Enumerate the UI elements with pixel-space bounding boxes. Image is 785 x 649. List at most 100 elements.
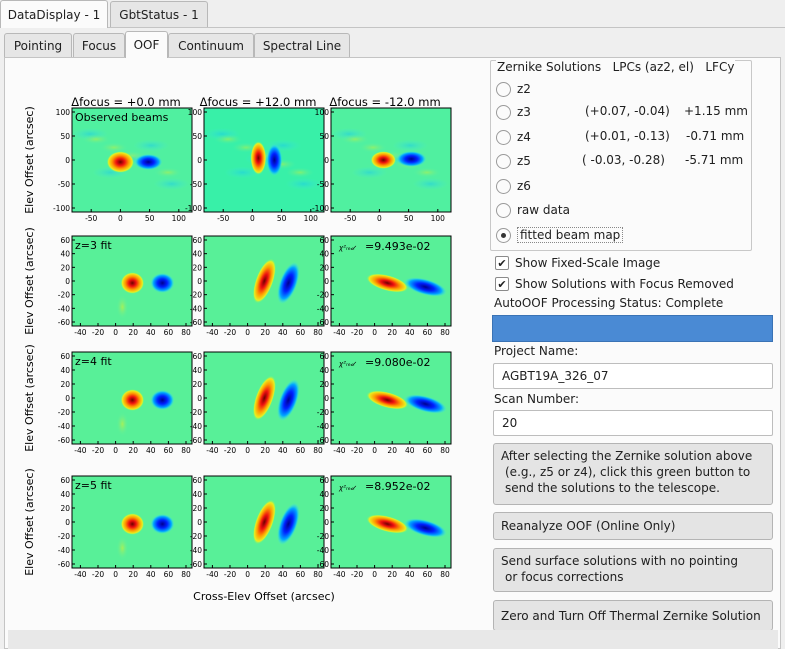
ytick-label-r2c2-0: 60 bbox=[319, 352, 329, 361]
xtick-label-r1c1-2: 0 bbox=[245, 328, 250, 337]
zernike-option-z4[interactable]: z4 bbox=[496, 127, 531, 147]
ytick-label-r3c0-4: -20 bbox=[58, 532, 70, 541]
zernike-header: Zernike Solutions LPCs (az2, el) LFCy bbox=[496, 60, 736, 74]
fixed-scale-checkbox-row[interactable]: ✔ Show Fixed-Scale Image bbox=[495, 254, 660, 272]
beam-red-r2c0 bbox=[120, 389, 145, 411]
z3-radio[interactable] bbox=[496, 104, 511, 120]
ytick-label-r2c2-4: -20 bbox=[317, 408, 329, 417]
xtick-label-r1c0-2: 0 bbox=[113, 328, 118, 337]
z2-label: z2 bbox=[517, 82, 531, 96]
xtick-label-r2c0-5: 60 bbox=[164, 446, 174, 455]
surface-line1: Send surface solutions with no pointing bbox=[501, 554, 738, 568]
ytick-label-r1c2-2: 20 bbox=[319, 263, 329, 272]
send-solutions-button[interactable]: After selecting the Zernike solution abo… bbox=[493, 443, 773, 505]
top-divider bbox=[0, 27, 785, 28]
column-title-1: Δfocus = +12.0 mm bbox=[200, 96, 317, 109]
fitted-beam-map-radio[interactable] bbox=[496, 227, 511, 243]
xtick-label-r2c2-3: 20 bbox=[387, 446, 397, 455]
beam-red-r3c1 bbox=[252, 499, 277, 545]
send-solutions-line3: send the solutions to the telescope. bbox=[505, 481, 720, 495]
ytick-label-r1c1-1: 40 bbox=[192, 250, 202, 259]
xtick-label-r3c2-3: 20 bbox=[387, 570, 397, 579]
ytick-label-r2c1-6: -60 bbox=[190, 436, 202, 445]
focus-removed-checkbox-row[interactable]: ✔ Show Solutions with Focus Removed bbox=[495, 275, 734, 293]
z4-label: z4 bbox=[517, 130, 531, 144]
beam-red-r3c0 bbox=[120, 513, 145, 535]
beam-red-r1c2 bbox=[366, 273, 409, 293]
ytick-label-r2c0-5: -40 bbox=[58, 422, 70, 431]
tab-pointing[interactable]: Pointing bbox=[4, 33, 72, 58]
xtick-label-r3c1-0: -40 bbox=[206, 570, 218, 579]
beam-red-r1c1 bbox=[252, 258, 277, 304]
xtick-label-r3c2-5: 60 bbox=[423, 570, 433, 579]
noise-r0c0-4 bbox=[153, 177, 190, 190]
z4-radio[interactable] bbox=[496, 129, 511, 145]
reanalyze-oof-button[interactable]: Reanalyze OOF (Online Only) bbox=[493, 512, 773, 540]
beam-red-r3c2 bbox=[366, 514, 409, 534]
ytick-label-r2c2-1: 40 bbox=[319, 366, 329, 375]
fixed-scale-checkbox[interactable]: ✔ bbox=[495, 256, 509, 270]
zernike-option-z2[interactable]: z2 bbox=[496, 79, 531, 99]
ytick-label-r2c2-5: -40 bbox=[317, 422, 329, 431]
xlabel: Cross-Elev Offset (arcsec) bbox=[193, 590, 335, 603]
ytick-label-r3c1-1: 40 bbox=[192, 490, 202, 499]
z6-radio[interactable] bbox=[496, 178, 511, 194]
scan-number-field[interactable]: 20 bbox=[493, 410, 773, 436]
ytick-label-r3c2-2: 20 bbox=[319, 504, 329, 513]
project-name-field[interactable]: AGBT19A_326_07 bbox=[493, 363, 773, 389]
xtick-label-r2c0-1: -20 bbox=[92, 446, 104, 455]
xtick-label-r1c1-6: 80 bbox=[313, 328, 323, 337]
xtick-label-r1c0-0: -40 bbox=[74, 328, 86, 337]
xtick-label-r0c2-0: -50 bbox=[344, 214, 356, 223]
tab-focus[interactable]: Focus bbox=[73, 33, 125, 58]
tab-spectral-line-label: Spectral Line bbox=[262, 39, 342, 53]
ytick-label-r2c0-1: 40 bbox=[60, 366, 70, 375]
noise-r0c1-1 bbox=[224, 166, 261, 179]
ytick-label-r1c0-4: -20 bbox=[58, 291, 70, 300]
zernike-option-z5[interactable]: z5 bbox=[496, 151, 531, 171]
noise-y-r0c1-4 bbox=[286, 167, 314, 178]
zernike-option-z3[interactable]: z3 bbox=[496, 102, 531, 122]
xtick-label-r2c0-0: -40 bbox=[74, 446, 86, 455]
ytick-label-r2c1-4: -20 bbox=[190, 408, 202, 417]
z4-lpc: (+0.01, -0.13) bbox=[585, 129, 670, 143]
beam-blue-r2c1 bbox=[277, 379, 300, 421]
tab-oof[interactable]: OOF bbox=[125, 31, 168, 58]
beam-red-r2c1 bbox=[252, 375, 277, 421]
z5-radio[interactable] bbox=[496, 153, 511, 169]
ytick-label-r1c1-3: 0 bbox=[197, 277, 202, 286]
ytick-label-r1c1-6: -60 bbox=[190, 318, 202, 327]
xtick-label-r3c0-3: 20 bbox=[128, 570, 138, 579]
xtick-label-r3c0-6: 80 bbox=[181, 570, 191, 579]
send-surface-solutions-button[interactable]: Send surface solutions with no pointing … bbox=[493, 548, 773, 592]
ytick-label-r3c0-3: 0 bbox=[65, 518, 70, 527]
tab-datadisplay[interactable]: DataDisplay - 1 bbox=[0, 0, 108, 28]
raw-data-radio[interactable] bbox=[496, 202, 511, 218]
ytick-label-r0c2-2: 0 bbox=[324, 156, 329, 165]
zernike-option-raw-data[interactable]: raw data bbox=[496, 200, 570, 220]
ytick-label-r2c1-0: 60 bbox=[192, 352, 202, 361]
xtick-label-r0c1-2: 50 bbox=[277, 214, 287, 223]
xtick-label-r3c0-4: 40 bbox=[146, 570, 156, 579]
ytick-label-r1c0-6: -60 bbox=[58, 318, 70, 327]
zernike-option-fitted-beam-map[interactable]: fitted beam map bbox=[496, 225, 624, 245]
zero-thermal-zernike-button[interactable]: Zero and Turn Off Thermal Zernike Soluti… bbox=[493, 600, 773, 631]
scan-number-label: Scan Number: bbox=[494, 392, 580, 406]
xtick-label-r1c0-3: 20 bbox=[128, 328, 138, 337]
ytick-label-r1c1-0: 60 bbox=[192, 236, 202, 245]
chi-symbol-2: χ²ᵣₑ𝒹 bbox=[338, 484, 357, 492]
tab-spectral-line[interactable]: Spectral Line bbox=[254, 33, 350, 58]
ytick-label-r3c1-3: 0 bbox=[197, 518, 202, 527]
beam-blue-r1c2 bbox=[404, 277, 447, 297]
beam-blue-r3c0 bbox=[150, 514, 175, 534]
tab-gbtstatus[interactable]: GbtStatus - 1 bbox=[110, 1, 208, 27]
xtick-label-r3c2-4: 40 bbox=[405, 570, 415, 579]
focus-removed-checkbox[interactable]: ✔ bbox=[495, 277, 509, 291]
z5-lpc: ( -0.03, -0.28) bbox=[582, 153, 665, 167]
z2-radio[interactable] bbox=[496, 81, 511, 97]
tab-continuum[interactable]: Continuum bbox=[168, 33, 254, 58]
xtick-label-r2c2-5: 60 bbox=[423, 446, 433, 455]
noise-y-r0c0-1 bbox=[100, 142, 128, 153]
xtick-label-r0c1-0: -50 bbox=[217, 214, 229, 223]
zernike-option-z6[interactable]: z6 bbox=[496, 176, 531, 196]
